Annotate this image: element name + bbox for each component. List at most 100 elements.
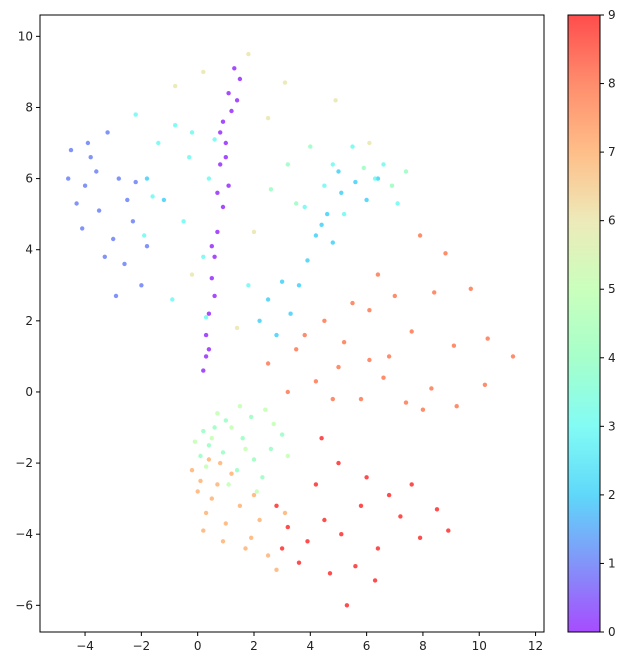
point-class-9-21 xyxy=(279,546,285,551)
point-class-1-15 xyxy=(144,244,150,249)
point-class-2-9 xyxy=(319,222,324,227)
point-class-8-2 xyxy=(341,340,347,345)
point-class-2-7 xyxy=(353,179,358,185)
y-tick-label-6: 6 xyxy=(25,172,33,186)
point-class-9-17 xyxy=(344,603,350,608)
point-class-8-10 xyxy=(313,379,319,384)
point-class-1-4 xyxy=(105,130,110,135)
point-class-1-9 xyxy=(122,261,127,267)
point-class-8-3 xyxy=(367,308,372,313)
point-class-7-19 xyxy=(206,457,212,462)
point-class-9-7 xyxy=(417,535,423,540)
point-class-5-1 xyxy=(203,464,209,469)
point-class-2-11 xyxy=(364,197,369,203)
point-class-3-5 xyxy=(181,219,186,224)
point-class-0-9 xyxy=(212,254,217,259)
x-tick-label-3: 2 xyxy=(250,639,258,653)
point-class-1-16 xyxy=(66,176,71,181)
point-class-3-6 xyxy=(201,254,206,259)
point-class-2-6 xyxy=(313,233,319,238)
point-class-8-4 xyxy=(386,354,392,359)
point-class-2-2 xyxy=(257,318,262,323)
colorbar-tick-label-5: 5 xyxy=(608,282,616,296)
point-class-4-5 xyxy=(294,201,299,206)
y-tick-label-4: 2 xyxy=(25,314,33,328)
point-class-3-9 xyxy=(212,137,217,142)
point-class-8-20 xyxy=(367,357,372,363)
point-class-9-3 xyxy=(339,532,344,537)
colorbar-tick-label-7: 7 xyxy=(608,145,616,159)
point-class-9-15 xyxy=(353,564,358,569)
point-class-1-14 xyxy=(102,254,108,259)
point-class-3-16 xyxy=(381,162,386,167)
point-class-4-7 xyxy=(206,443,212,448)
point-class-0-13 xyxy=(203,332,209,338)
point-class-0-7 xyxy=(220,204,226,210)
point-class-8-17 xyxy=(482,382,488,387)
point-class-0-12 xyxy=(206,311,212,316)
point-class-1-10 xyxy=(139,283,144,288)
point-class-7-3 xyxy=(218,460,223,466)
point-class-8-28 xyxy=(375,272,381,277)
point-class-4-14 xyxy=(220,450,226,455)
point-class-3-8 xyxy=(187,155,192,160)
y-tick-label-0: −6 xyxy=(15,598,33,612)
colorbar xyxy=(568,15,600,632)
point-class-3-14 xyxy=(322,183,327,188)
point-class-4-13 xyxy=(268,446,274,452)
point-class-1-5 xyxy=(116,176,122,181)
point-class-0-18 xyxy=(215,190,220,195)
point-class-3-12 xyxy=(372,176,378,181)
point-class-3-11 xyxy=(350,144,355,149)
point-class-0-15 xyxy=(237,76,243,82)
point-class-8-13 xyxy=(381,375,386,380)
x-tick-label-2: 0 xyxy=(194,639,202,653)
point-class-0-2 xyxy=(220,119,226,124)
point-class-6-7 xyxy=(234,325,240,331)
point-class-8-1 xyxy=(322,318,327,323)
point-class-8-25 xyxy=(294,347,299,352)
point-class-7-5 xyxy=(223,521,228,526)
point-class-6-3 xyxy=(173,83,178,89)
point-class-8-8 xyxy=(485,336,490,341)
point-class-0-19 xyxy=(223,155,228,160)
point-class-7-11 xyxy=(229,471,234,476)
point-class-1-1 xyxy=(82,183,88,188)
point-class-9-22 xyxy=(446,528,451,533)
colorbar-tick-label-2: 2 xyxy=(608,488,616,502)
point-class-0-8 xyxy=(215,229,220,235)
point-class-0-6 xyxy=(226,183,231,188)
y-tick-label-7: 8 xyxy=(25,100,33,114)
point-class-4-15 xyxy=(279,432,285,437)
point-class-5-10 xyxy=(226,482,231,487)
point-class-4-9 xyxy=(251,457,257,462)
point-class-4-10 xyxy=(223,418,228,423)
point-class-5-7 xyxy=(285,453,290,459)
point-class-2-3 xyxy=(288,311,293,316)
point-class-3-1 xyxy=(173,123,178,128)
x-tick-label-1: −2 xyxy=(133,639,151,653)
point-class-2-14 xyxy=(144,176,150,181)
point-class-3-3 xyxy=(206,176,212,181)
point-class-7-1 xyxy=(209,496,214,501)
colorbar-tick-label-4: 4 xyxy=(608,351,616,365)
point-class-9-13 xyxy=(296,560,302,565)
point-class-1-0 xyxy=(68,147,74,153)
point-class-1-19 xyxy=(133,179,138,185)
point-class-2-8 xyxy=(274,332,279,338)
point-class-2-5 xyxy=(339,190,344,195)
colorbar-ticks: 0 1 2 3 4 5 6 7 8 9 xyxy=(600,8,616,639)
point-class-9-12 xyxy=(386,492,392,498)
point-class-1-18 xyxy=(113,293,119,299)
point-class-4-11 xyxy=(201,428,206,434)
point-class-8-24 xyxy=(350,300,355,306)
point-class-0-0 xyxy=(232,66,237,71)
point-class-8-27 xyxy=(420,407,426,412)
point-class-8-0 xyxy=(302,332,307,338)
point-class-2-16 xyxy=(330,240,335,245)
y-tick-label-1: −4 xyxy=(15,527,33,541)
point-class-6-0 xyxy=(201,69,206,75)
point-class-7-14 xyxy=(243,546,248,551)
point-class-5-2 xyxy=(215,411,220,416)
point-class-4-2 xyxy=(268,187,274,192)
